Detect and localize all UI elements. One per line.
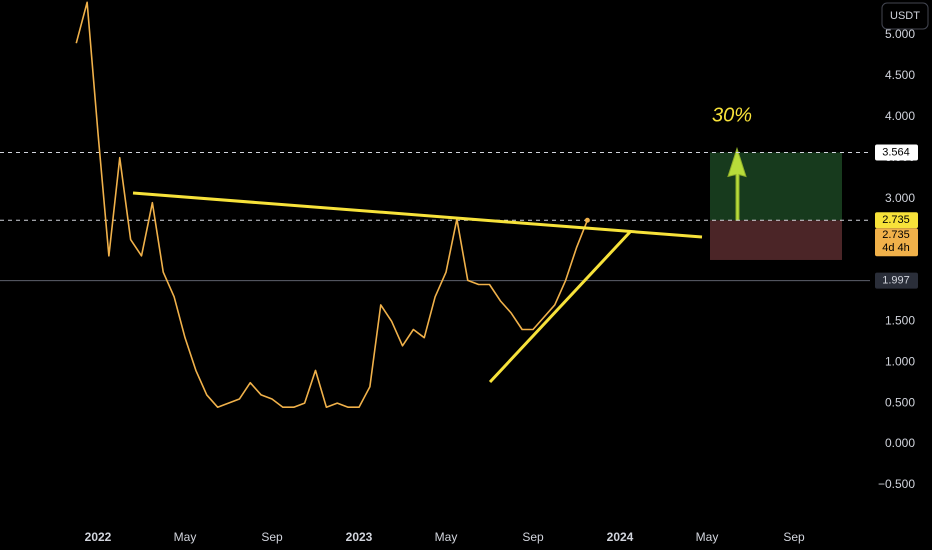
plot-area: 30% bbox=[0, 1, 870, 409]
loss-zone bbox=[710, 220, 842, 260]
price-label-box bbox=[875, 272, 918, 289]
currency-button[interactable] bbox=[881, 2, 929, 30]
y-tick-label: 3.000 bbox=[885, 191, 915, 205]
x-tick-label: Sep bbox=[261, 530, 283, 544]
price-label-box bbox=[875, 144, 918, 161]
target-arrow bbox=[727, 146, 747, 221]
y-tick-label: 0.500 bbox=[885, 395, 915, 409]
currency-label: USDT bbox=[890, 10, 920, 22]
gain-label: 30% bbox=[712, 104, 752, 126]
profit-zone bbox=[710, 152, 842, 221]
last-price-box bbox=[875, 228, 918, 257]
price-label: 1.997 bbox=[882, 275, 910, 287]
x-tick-label: May bbox=[174, 530, 197, 544]
y-tick-label: 5.000 bbox=[885, 27, 915, 41]
price-label: 2.735 bbox=[882, 214, 910, 226]
price-label: 3.564 bbox=[882, 146, 910, 158]
x-tick-label: 2024 bbox=[607, 530, 634, 544]
last-price-label: 2.735 bbox=[882, 229, 910, 241]
y-tick-label: 0.000 bbox=[885, 436, 915, 450]
x-tick-label: May bbox=[435, 530, 458, 544]
countdown-label: 4d 4h bbox=[882, 242, 910, 254]
y-tick-label: 4.000 bbox=[885, 109, 915, 123]
y-tick-label: 4.500 bbox=[885, 68, 915, 82]
price-axis: 5.0004.5004.0003.5003.0002.5001.5001.000… bbox=[85, 27, 918, 544]
y-tick-label: 1.000 bbox=[885, 354, 915, 368]
x-tick-label: Sep bbox=[783, 530, 805, 544]
y-tick-label: 1.500 bbox=[885, 313, 915, 327]
x-tick-label: Sep bbox=[522, 530, 544, 544]
price-label-box bbox=[875, 212, 918, 229]
price-line-series bbox=[75, 1, 589, 409]
x-tick-label: May bbox=[696, 530, 719, 544]
trendline bbox=[132, 191, 703, 239]
trendline bbox=[488, 230, 632, 384]
x-tick-label: 2022 bbox=[85, 530, 112, 544]
x-tick-label: 2023 bbox=[346, 530, 373, 544]
y-tick-label: −0.500 bbox=[878, 477, 915, 491]
last-point bbox=[584, 217, 590, 223]
